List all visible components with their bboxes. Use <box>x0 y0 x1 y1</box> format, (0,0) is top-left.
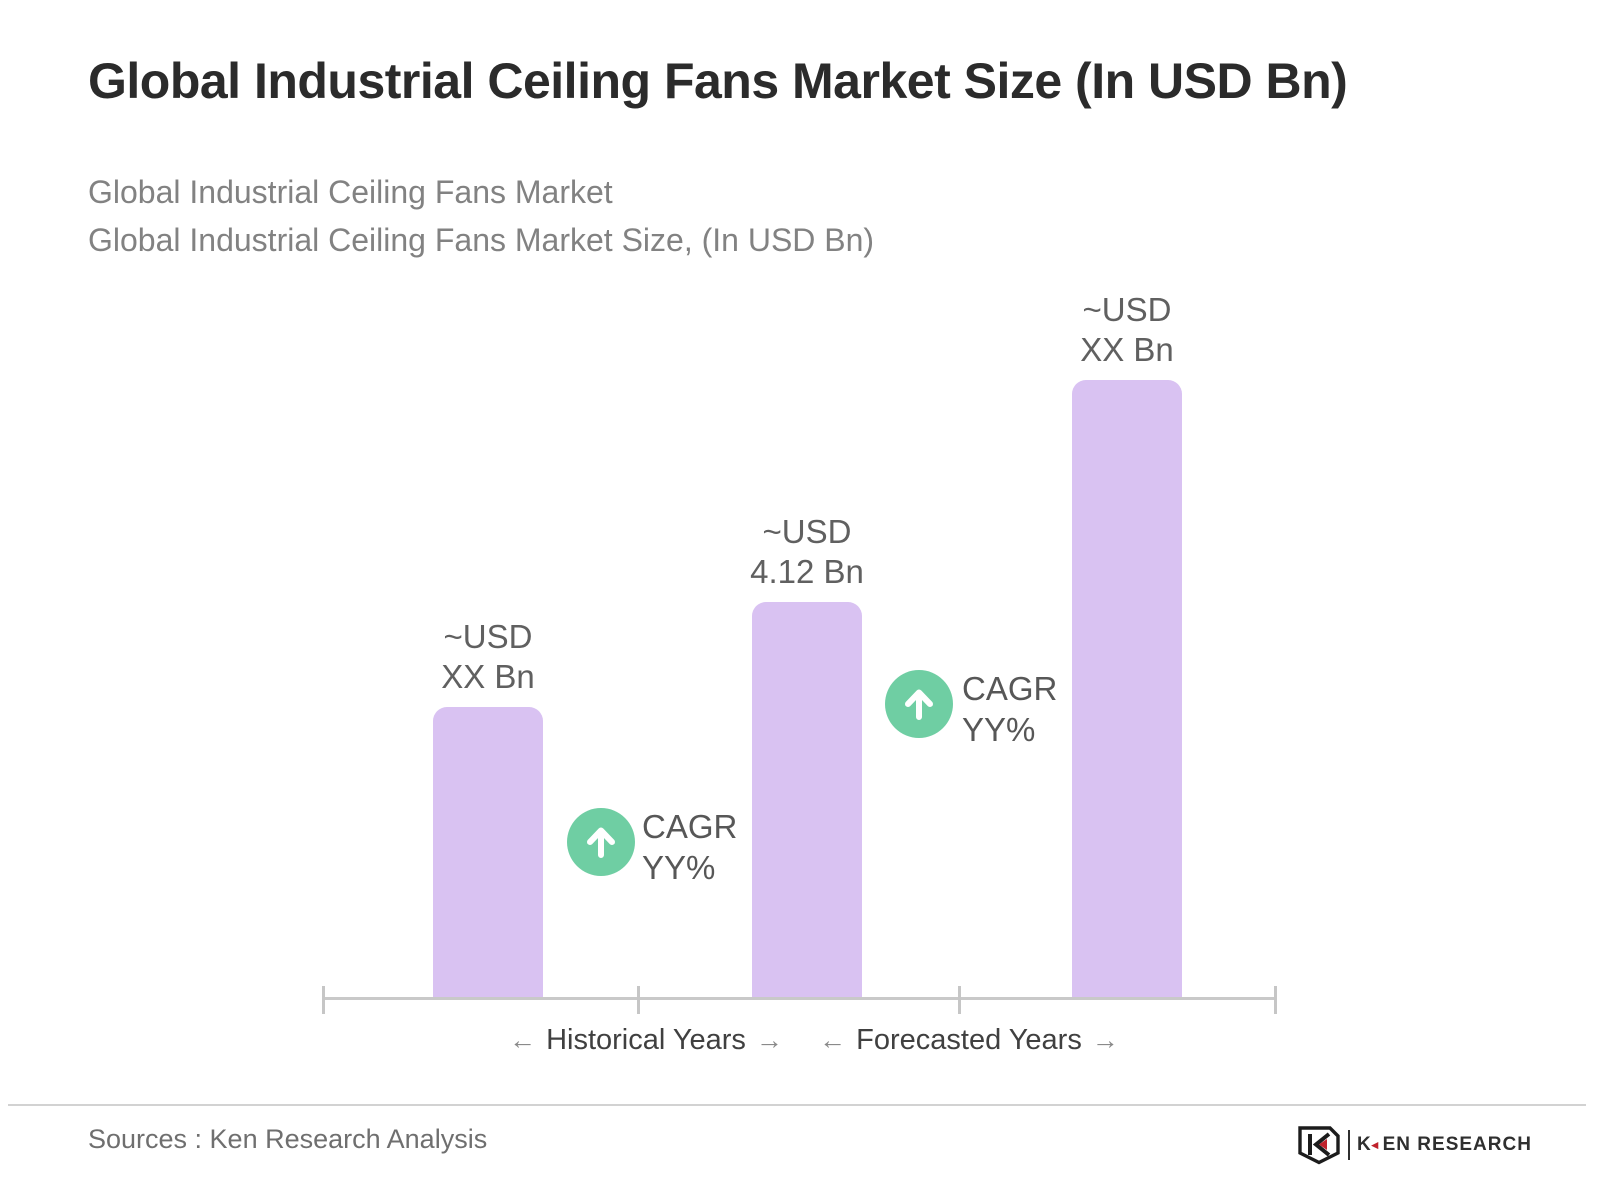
logo-divider <box>1348 1130 1350 1160</box>
page-title: Global Industrial Ceiling Fans Market Si… <box>88 53 1348 109</box>
bar-historical <box>433 707 543 1000</box>
bar-label-line: XX Bn <box>1080 331 1174 368</box>
right-arrow-icon: → <box>755 1025 783 1055</box>
bar-value-label: ~USD XX Bn <box>358 617 618 697</box>
right-arrow-icon: → <box>1091 1025 1119 1055</box>
axis-segment-label: Historical Years <box>546 1024 746 1056</box>
x-axis-line <box>322 997 1276 1000</box>
ken-research-shield-icon <box>1298 1126 1340 1165</box>
cagr-label-line: YY% <box>962 711 1036 748</box>
logo-letter-k: K <box>1357 1134 1372 1155</box>
cagr-up-arrow-icon <box>905 689 933 720</box>
bar-label-line: 4.12 Bn <box>750 553 864 590</box>
logo-text-rest: EN RESEARCH <box>1382 1134 1532 1155</box>
x-axis-tick <box>322 986 325 1014</box>
left-arrow-icon: ← <box>819 1025 847 1055</box>
cagr-circle <box>567 808 635 876</box>
chart-subtitle: Global Industrial Ceiling Fans Market Gl… <box>88 168 1288 264</box>
x-axis-tick <box>1274 986 1277 1014</box>
cagr-up-arrow-icon <box>587 827 615 858</box>
axis-segment-label: Forecasted Years <box>856 1024 1082 1056</box>
bar-forecast <box>1072 380 1182 1000</box>
logo-wordmark: K ◄ EN RESEARCH <box>1357 1134 1532 1156</box>
axis-segment-forecasted: ← Forecasted Years → <box>759 1024 1179 1057</box>
cagr-label: CAGR YY% <box>642 806 737 888</box>
bar-value-label: ~USD XX Bn <box>997 290 1257 370</box>
bar-label-line: ~USD <box>762 513 852 550</box>
left-arrow-icon: ← <box>509 1025 537 1055</box>
x-axis-tick <box>958 986 961 1014</box>
logo-red-wedge-icon: ◄ <box>1368 1138 1382 1152</box>
bar-label-line: ~USD <box>443 618 533 655</box>
cagr-label: CAGR YY% <box>962 668 1057 750</box>
footer-divider <box>8 1104 1586 1106</box>
subtitle-line-2: Global Industrial Ceiling Fans Market Si… <box>88 222 875 258</box>
cagr-badge <box>567 808 635 876</box>
cagr-label-line: CAGR <box>642 808 738 845</box>
cagr-label-line: CAGR <box>962 670 1058 707</box>
axis-segment-historical: ← Historical Years → <box>436 1024 856 1057</box>
cagr-label-line: YY% <box>642 849 716 886</box>
ken-research-logo: K ◄ EN RESEARCH <box>1296 1124 1532 1166</box>
cagr-circle <box>885 670 953 738</box>
bar-value-label: ~USD 4.12 Bn <box>677 512 937 592</box>
bar-base-year <box>752 602 862 1000</box>
bar-label-line: XX Bn <box>441 658 535 695</box>
x-axis-tick <box>637 986 640 1014</box>
subtitle-line-1: Global Industrial Ceiling Fans Market <box>88 174 613 210</box>
bar-label-line: ~USD <box>1082 291 1172 328</box>
sources-note: Sources : Ken Research Analysis <box>88 1124 488 1154</box>
cagr-badge <box>885 670 953 738</box>
